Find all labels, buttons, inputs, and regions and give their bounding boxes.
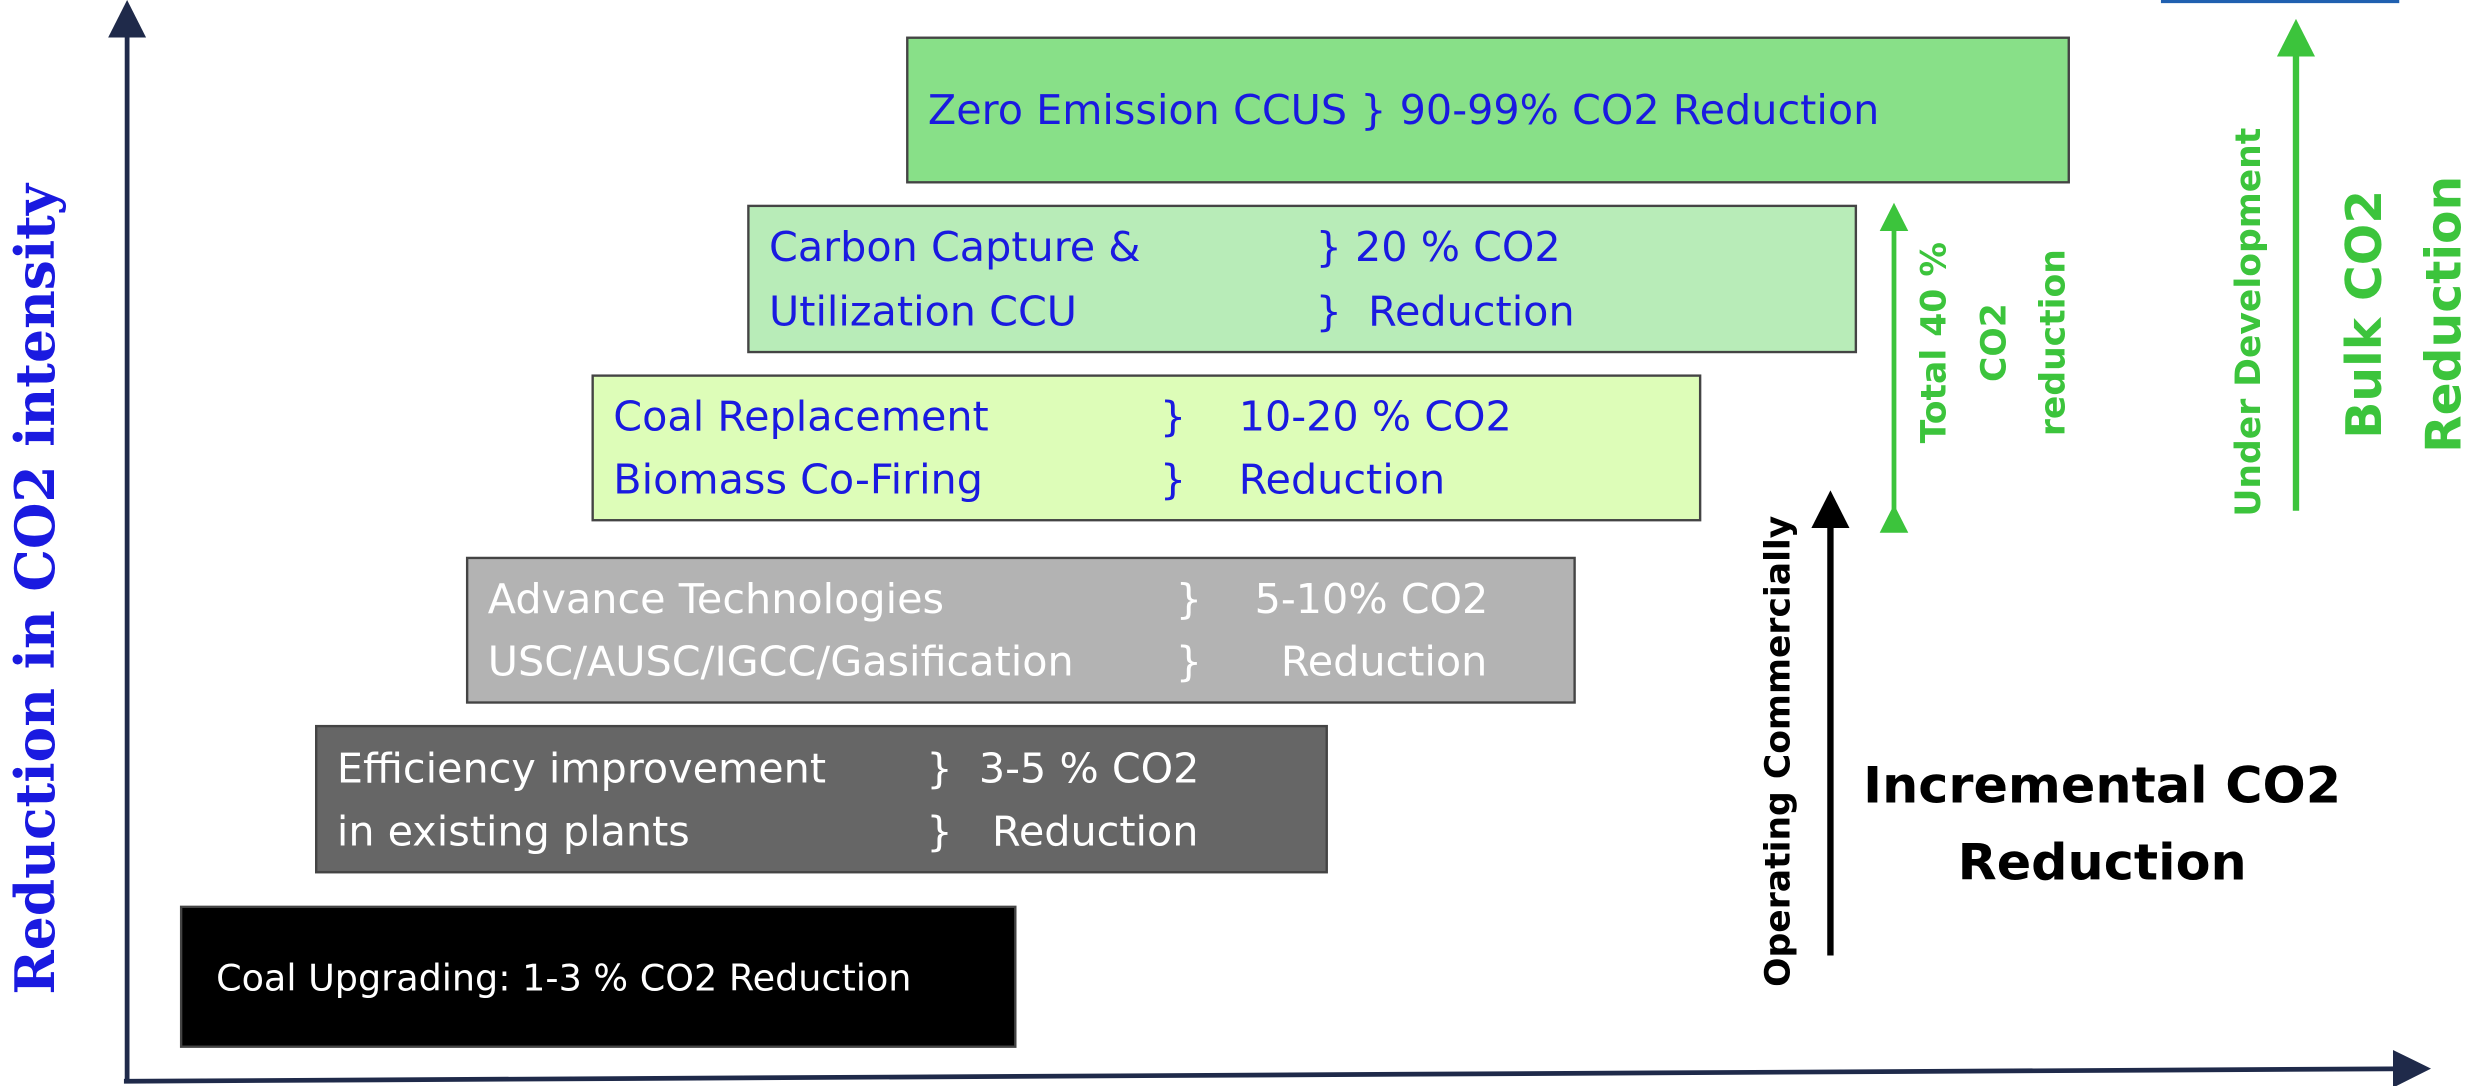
development-label: Under Development — [2229, 128, 2269, 517]
box — [465, 556, 1576, 704]
boxes: Zero Emission CCUS } 90-99% CO2 Reductio… — [179, 36, 2070, 1048]
y-axis-label: Reduction in CO2 intensity — [4, 182, 67, 994]
box-text: Utilization CCU — [769, 287, 1077, 335]
bulk-label: Reduction — [2415, 176, 2466, 453]
total-label: Total 40 % — [1914, 242, 1954, 443]
box — [591, 374, 1702, 522]
total-label: CO2 — [1975, 303, 2015, 382]
box-text: } Reduction — [926, 808, 1198, 856]
box-text: } Reduction — [1176, 638, 1488, 686]
box-text: USC/AUSC/IGCC/Gasification — [488, 638, 1074, 686]
box — [179, 905, 1017, 1048]
box-text: } 20 % CO2 — [1316, 223, 1561, 271]
box-text: } 5-10% CO2 — [1176, 575, 1489, 623]
box — [315, 724, 1328, 874]
incremental-label: Reduction — [1958, 833, 2247, 892]
box-text: Advance Technologies — [488, 575, 944, 623]
box-text: Coal Replacement — [613, 393, 988, 441]
box-text: Coal Upgrading: 1-3 % CO2 Reduction — [216, 957, 911, 1000]
box-text: Efficiency improvement — [337, 745, 826, 793]
box-text: Carbon Capture & — [769, 223, 1140, 271]
box — [906, 36, 2070, 184]
box-text: } Reduction — [1316, 287, 1575, 335]
x-axis — [123, 1049, 2432, 1086]
box-text: } 10-20 % CO2 — [1160, 393, 1512, 441]
box-text: } 3-5 % CO2 — [926, 745, 1199, 793]
bulk-label: Bulk CO2 — [2336, 190, 2393, 439]
box-text: in existing plants — [337, 808, 690, 856]
operating-label: Operating Commercially — [1758, 515, 1798, 986]
box — [747, 204, 1858, 354]
box-text: } Reduction — [1160, 456, 1445, 504]
box-text: Zero Emission CCUS } 90-99% CO2 Reductio… — [928, 86, 1879, 134]
total-label: reduction — [2033, 249, 2073, 436]
box-text: Biomass Co-Firing — [613, 456, 983, 504]
incremental-label: Incremental CO2 — [1863, 756, 2341, 815]
